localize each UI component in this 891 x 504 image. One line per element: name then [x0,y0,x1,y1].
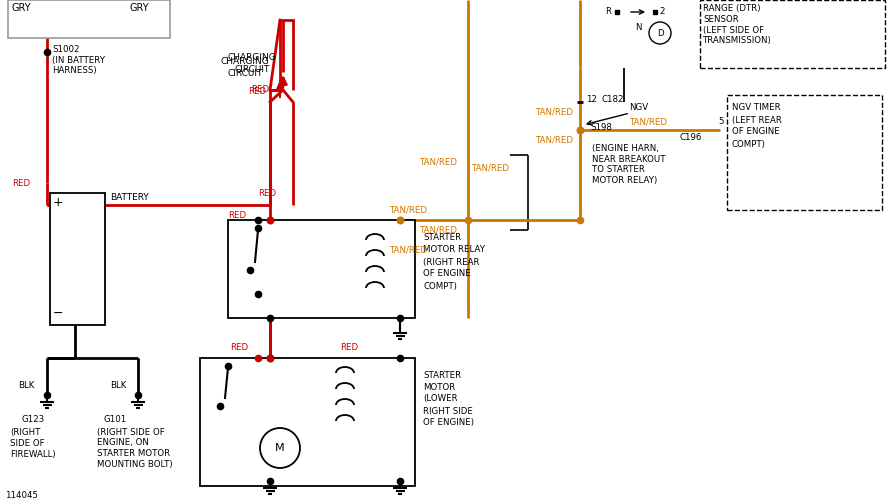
Text: STARTER: STARTER [423,370,462,380]
Text: C196: C196 [680,134,702,143]
Text: RED: RED [12,178,30,187]
Text: 114045: 114045 [5,490,38,499]
Text: OF ENGINE: OF ENGINE [423,270,470,279]
Text: TO STARTER: TO STARTER [592,165,645,174]
Bar [700,0,885,68]
Text: +: + [53,197,63,210]
Text: (LEFT REAR: (LEFT REAR [732,115,782,124]
Text: GRY: GRY [130,3,150,13]
Text: TAN/RED: TAN/RED [536,136,574,145]
Text: RED: RED [228,211,246,220]
Text: 2: 2 [659,8,665,17]
Text: GRY: GRY [12,3,31,13]
Text: MOUNTING BOLT): MOUNTING BOLT) [97,460,173,469]
Text: OF ENGINE): OF ENGINE) [423,418,474,427]
Text: TAN/RED: TAN/RED [390,206,428,215]
Text: STARTER MOTOR: STARTER MOTOR [97,450,170,459]
Text: NGV TIMER: NGV TIMER [732,103,781,112]
Text: FIREWALL): FIREWALL) [10,450,55,459]
Bar [8,0,170,38]
Text: RED: RED [248,87,266,95]
Text: RIGHT SIDE: RIGHT SIDE [423,407,473,415]
Text: RED: RED [251,86,269,95]
Text: RED: RED [230,344,248,352]
Text: TAN/RED: TAN/RED [390,245,428,255]
Text: TAN/RED: TAN/RED [472,163,510,172]
Text: G123: G123 [22,415,45,424]
Text: 5: 5 [718,117,723,127]
Text: C182: C182 [601,95,624,104]
Text: (ENGINE HARN,: (ENGINE HARN, [592,144,658,153]
Text: RANGE (DTR): RANGE (DTR) [703,4,761,13]
Text: (RIGHT: (RIGHT [10,427,40,436]
Text: G101: G101 [104,415,127,424]
Text: N: N [635,24,642,32]
Text: MOTOR RELAY): MOTOR RELAY) [592,176,658,185]
Text: TAN/RED: TAN/RED [420,225,458,234]
Bar [228,220,415,318]
Text: NEAR BREAKOUT: NEAR BREAKOUT [592,155,666,163]
Text: NGV: NGV [629,103,648,112]
Text: MOTOR: MOTOR [423,383,455,392]
Text: OF ENGINE: OF ENGINE [732,128,780,137]
Text: (RIGHT SIDE OF: (RIGHT SIDE OF [97,427,165,436]
Bar [50,193,105,325]
Text: M: M [275,443,285,453]
Text: S1002: S1002 [52,45,79,54]
Text: D: D [657,29,663,37]
Text: CIRCUIT: CIRCUIT [234,66,270,75]
Text: BLK: BLK [110,381,127,390]
Text: SIDE OF: SIDE OF [10,438,45,448]
Text: −: − [53,306,63,320]
Text: CIRCUIT: CIRCUIT [227,69,263,78]
Text: (IN BATTERY: (IN BATTERY [52,56,105,66]
Text: BLK: BLK [18,381,35,390]
Text: CHARGING: CHARGING [221,57,269,67]
Text: COMPT): COMPT) [423,282,457,290]
Text: (LEFT SIDE OF: (LEFT SIDE OF [703,26,764,34]
Text: TAN/RED: TAN/RED [536,107,574,116]
Text: SENSOR: SENSOR [703,15,739,24]
Text: RED: RED [258,188,276,198]
Text: TAN/RED: TAN/RED [630,117,668,127]
Bar [727,95,882,210]
Text: CHARGING: CHARGING [227,53,276,62]
Bar [200,358,415,486]
Text: (RIGHT REAR: (RIGHT REAR [423,258,479,267]
Text: (LOWER: (LOWER [423,395,458,404]
Text: STARTER: STARTER [423,233,462,242]
Text: S198: S198 [590,123,612,133]
Text: TAN/RED: TAN/RED [420,157,458,166]
Text: MOTOR RELAY: MOTOR RELAY [423,245,485,255]
Text: RED: RED [340,344,358,352]
Text: COMPT): COMPT) [732,140,766,149]
Text: 12: 12 [586,95,597,104]
Text: TRANSMISSION): TRANSMISSION) [703,36,772,45]
Text: R: R [605,8,611,17]
Text: BATTERY: BATTERY [110,194,149,203]
Text: ENGINE, ON: ENGINE, ON [97,438,149,448]
Text: HARNESS): HARNESS) [52,67,96,76]
